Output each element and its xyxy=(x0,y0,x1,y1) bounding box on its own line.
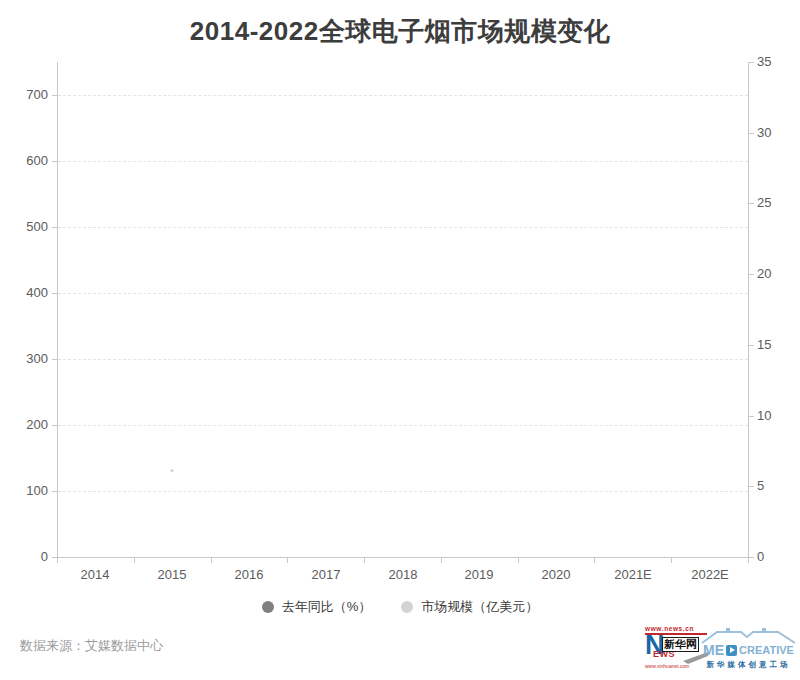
gridline xyxy=(58,425,748,426)
y-axis-right-label: 15 xyxy=(757,337,793,353)
y-axis-left-label: 0 xyxy=(0,549,48,565)
y-axis-left-line xyxy=(57,62,58,557)
x-axis-label: 2017 xyxy=(288,567,364,583)
gridline xyxy=(58,161,748,162)
x-axis-tick xyxy=(671,558,672,563)
y-axis-right-tick xyxy=(749,203,754,204)
x-axis-tick xyxy=(518,558,519,563)
gridline xyxy=(58,95,748,96)
y-axis-right-tick xyxy=(749,416,754,417)
x-axis-tick xyxy=(287,558,288,563)
y-axis-left-label: 200 xyxy=(0,417,48,433)
y-axis-right-tick xyxy=(749,486,754,487)
y-axis-right-line xyxy=(748,62,749,557)
y-axis-left-label: 400 xyxy=(0,285,48,301)
x-axis-label: 2015 xyxy=(134,567,210,583)
y-axis-right-label: 25 xyxy=(757,195,793,211)
legend-item-0[interactable]: 去年同比（%） xyxy=(262,598,372,616)
x-axis-tick xyxy=(594,558,595,563)
y-axis-left-tick xyxy=(52,95,57,96)
y-axis-right-label: 10 xyxy=(757,408,793,424)
y-axis-left-tick xyxy=(52,161,57,162)
x-axis-label: 2019 xyxy=(441,567,517,583)
y-axis-right-label: 30 xyxy=(757,125,793,141)
play-icon xyxy=(726,645,737,656)
xinhuanet-logo: www.news.cn N EWS 新华网 www.xinhuanet.com xyxy=(645,625,707,673)
y-axis-left-label: 100 xyxy=(0,483,48,499)
medcreative-brand-prefix: ME xyxy=(703,642,724,658)
legend: 去年同比（%） 市场规模（亿美元） xyxy=(0,596,800,618)
x-axis-line xyxy=(57,557,749,558)
y-axis-left-label: 500 xyxy=(0,219,48,235)
y-axis-right-label: 35 xyxy=(757,54,793,70)
y-axis-right-tick xyxy=(749,557,754,558)
stray-data-point xyxy=(170,469,174,472)
x-axis-label: 2020 xyxy=(518,567,594,583)
y-axis-left-tick xyxy=(52,359,57,360)
y-axis-left-label: 600 xyxy=(0,153,48,169)
gridline xyxy=(58,359,748,360)
xinhuanet-name-cn: 新华网 xyxy=(662,637,699,652)
y-axis-right-tick xyxy=(749,345,754,346)
medcreative-logo: ME CREATIVE 新华媒体创意工场 xyxy=(700,627,797,673)
y-axis-right-label: 0 xyxy=(757,549,793,565)
y-axis-left-tick xyxy=(52,227,57,228)
gridline xyxy=(58,293,748,294)
medcreative-brand-suffix: CREATIVE xyxy=(739,644,794,656)
x-axis-tick xyxy=(441,558,442,563)
plot-region: 0100200300400500600700051015202530352014… xyxy=(0,0,800,680)
x-axis-label: 2016 xyxy=(211,567,287,583)
legend-marker-icon xyxy=(401,601,413,613)
gridline xyxy=(58,491,748,492)
x-axis-tick xyxy=(748,558,749,563)
x-axis-label: 2022E xyxy=(672,567,748,583)
x-axis-tick xyxy=(134,558,135,563)
x-axis-label: 2018 xyxy=(365,567,441,583)
legend-label: 市场规模（亿美元） xyxy=(421,598,538,616)
legend-label: 去年同比（%） xyxy=(282,598,372,616)
x-axis-tick xyxy=(211,558,212,563)
y-axis-right-label: 20 xyxy=(757,266,793,282)
legend-item-1[interactable]: 市场规模（亿美元） xyxy=(401,598,538,616)
y-axis-right-tick xyxy=(749,62,754,63)
y-axis-right-tick xyxy=(749,133,754,134)
y-axis-left-tick xyxy=(52,293,57,294)
chart-canvas: 2014-2022全球电子烟市场规模变化 0100200300400500600… xyxy=(0,0,800,680)
y-axis-left-tick xyxy=(52,491,57,492)
legend-marker-icon xyxy=(262,601,274,613)
x-axis-tick xyxy=(57,558,58,563)
data-source-text: 数据来源：艾媒数据中心 xyxy=(20,637,163,655)
y-axis-right-tick xyxy=(749,274,754,275)
y-axis-left-label: 700 xyxy=(0,87,48,103)
gridline xyxy=(58,227,748,228)
x-axis-tick xyxy=(364,558,365,563)
medcreative-subtitle: 新华媒体创意工场 xyxy=(700,660,797,670)
x-axis-label: 2014 xyxy=(57,567,133,583)
x-axis-label: 2021E xyxy=(595,567,671,583)
y-axis-right-label: 5 xyxy=(757,478,793,494)
y-axis-left-tick xyxy=(52,425,57,426)
y-axis-left-label: 300 xyxy=(0,351,48,367)
